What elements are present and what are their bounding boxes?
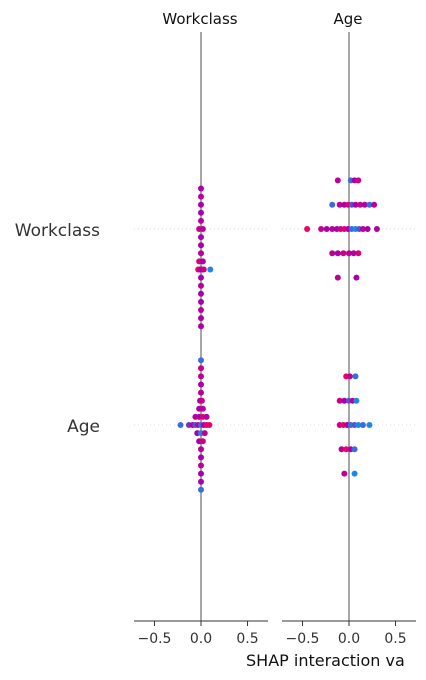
row-label-age: Age <box>67 417 100 437</box>
column-title-age: Age <box>333 10 362 28</box>
x-tick-label-1-0: −0.5 <box>285 631 319 647</box>
row-label-workclass: Workclass <box>15 221 100 241</box>
point-3-13 <box>355 422 362 428</box>
point-2-28 <box>198 454 204 461</box>
point-1-35 <box>353 274 360 281</box>
point-2-0 <box>198 357 204 364</box>
point-0-19 <box>198 290 204 297</box>
point-1-0 <box>334 177 341 184</box>
point-1-4 <box>329 201 336 208</box>
point-1-13 <box>371 201 378 208</box>
point-1-25 <box>359 226 366 232</box>
point-3-7 <box>353 397 360 404</box>
point-0-0 <box>198 185 204 192</box>
point-0-22 <box>198 315 204 322</box>
point-1-14 <box>304 226 311 232</box>
x-tick-label-0-2: 0.5 <box>236 631 258 647</box>
point-0-21 <box>198 307 204 313</box>
point-2-26 <box>199 438 206 445</box>
point-0-15 <box>200 266 207 273</box>
point-3-20 <box>341 470 348 477</box>
point-0-17 <box>198 274 204 281</box>
point-0-9 <box>198 250 204 257</box>
point-2-2 <box>198 373 204 380</box>
point-2-6 <box>198 397 205 404</box>
point-3-21 <box>351 470 358 477</box>
point-1-29 <box>334 250 341 257</box>
point-0-20 <box>198 298 204 305</box>
row-guides <box>134 228 416 426</box>
point-3-17 <box>343 446 350 453</box>
point-2-24 <box>201 430 208 437</box>
x-tick-label-1-2: 0.5 <box>384 631 406 647</box>
point-0-16 <box>207 266 214 273</box>
point-3-4 <box>341 397 348 404</box>
point-0-18 <box>198 282 204 289</box>
point-1-16 <box>323 226 330 232</box>
point-2-4 <box>198 389 204 396</box>
point-1-3 <box>355 177 362 184</box>
x-tick-label-0-0: −0.5 <box>137 631 171 647</box>
panel-axes <box>134 32 416 622</box>
point-0-2 <box>198 201 204 208</box>
point-1-10 <box>357 201 364 208</box>
point-1-12 <box>366 201 373 208</box>
point-2-12 <box>203 413 210 420</box>
point-2-30 <box>198 470 204 477</box>
point-1-32 <box>350 250 357 257</box>
point-0-7 <box>198 234 204 241</box>
point-0-11 <box>199 258 206 265</box>
point-0-6 <box>199 226 206 232</box>
point-1-30 <box>340 250 347 257</box>
point-3-16 <box>338 446 345 453</box>
column-title-workclass: Workclass <box>162 10 237 28</box>
point-3-14 <box>359 422 366 428</box>
point-1-34 <box>334 274 341 281</box>
scatter-points <box>177 177 380 493</box>
point-0-4 <box>198 217 204 224</box>
point-0-8 <box>198 242 204 249</box>
point-2-3 <box>198 381 204 388</box>
point-0-3 <box>198 209 204 216</box>
point-2-29 <box>198 462 204 469</box>
x-tick-label-0-1: 0.0 <box>190 631 212 647</box>
point-3-3 <box>336 397 343 404</box>
point-3-15 <box>366 422 373 428</box>
point-2-8 <box>199 405 206 412</box>
point-2-27 <box>198 446 204 453</box>
point-2-31 <box>198 478 204 485</box>
point-1-26 <box>364 226 371 232</box>
x-tick-label-1-1: 0.0 <box>338 631 360 647</box>
point-2-32 <box>198 486 204 493</box>
point-1-11 <box>361 201 368 208</box>
point-1-31 <box>346 250 352 257</box>
x-axis-label: SHAP interaction va <box>246 651 405 670</box>
point-0-1 <box>198 193 204 200</box>
point-1-15 <box>318 226 325 232</box>
point-2-1 <box>198 365 204 372</box>
point-1-33 <box>355 250 362 257</box>
point-1-9 <box>352 201 359 208</box>
point-3-1 <box>346 373 353 380</box>
point-1-27 <box>373 226 380 232</box>
point-2-13 <box>177 422 184 428</box>
point-1-5 <box>336 201 343 208</box>
x-ticks: −0.5 0.0 0.5 −0.5 0.0 0.5 <box>137 621 407 647</box>
point-2-21 <box>206 422 213 428</box>
point-3-2 <box>352 373 359 380</box>
point-3-19 <box>351 446 358 453</box>
point-0-23 <box>198 323 204 330</box>
point-1-17 <box>329 226 336 232</box>
point-1-28 <box>329 250 336 257</box>
